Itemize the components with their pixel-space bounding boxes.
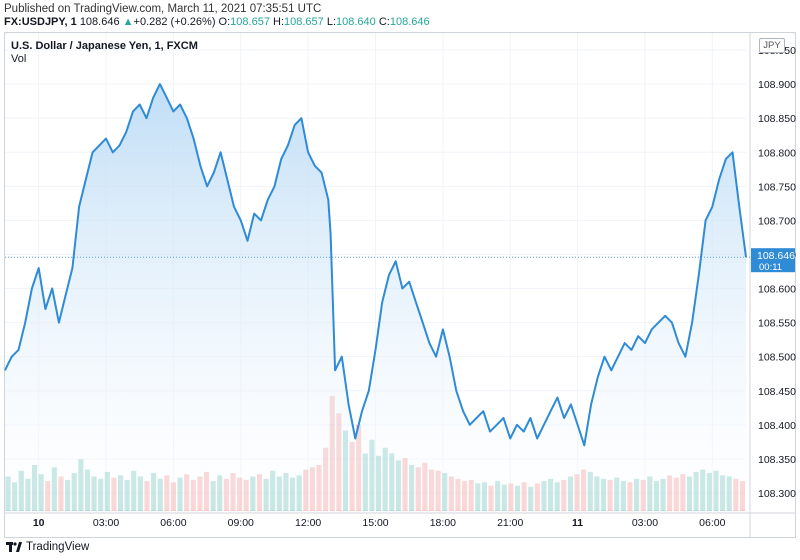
quote-line: FX:USDJPY, 1 108.646 ▲+0.282 (+0.26%) O:… bbox=[4, 16, 430, 28]
y-tick-label: 108.900 bbox=[758, 79, 796, 91]
x-tick-label: 21:00 bbox=[497, 517, 523, 529]
y-tick-label: 108.600 bbox=[758, 284, 796, 296]
y-tick-label: 108.700 bbox=[758, 215, 796, 227]
tradingview-logo-icon bbox=[6, 542, 22, 552]
x-tick-label: 12:00 bbox=[295, 517, 321, 529]
legend-vol: Vol bbox=[11, 53, 27, 65]
change-arrow-icon: ▲ bbox=[122, 16, 134, 28]
high-label: H: bbox=[273, 16, 284, 28]
footer-brand[interactable]: TradingView bbox=[6, 541, 89, 553]
last-price-label: 108.646 bbox=[757, 250, 795, 262]
low-label: L: bbox=[326, 16, 337, 28]
price-line bbox=[4, 83, 747, 447]
footer-brand-label: TradingView bbox=[26, 541, 90, 553]
currency-badge[interactable]: JPY bbox=[759, 38, 785, 53]
x-tick-label: 03:00 bbox=[632, 517, 658, 529]
x-tick-label: 11 bbox=[572, 517, 583, 529]
last-price: 108.646 bbox=[79, 16, 120, 28]
y-tick-label: 108.500 bbox=[758, 352, 796, 364]
published-caption: Published on TradingView.com, March 11, … bbox=[4, 3, 322, 15]
x-tick-label: 09:00 bbox=[228, 517, 254, 529]
y-tick-label: 108.550 bbox=[758, 318, 796, 330]
high-value: 108.657 bbox=[284, 16, 324, 28]
chart-frame[interactable] bbox=[4, 32, 796, 538]
last-price-label-bg bbox=[751, 248, 795, 273]
close-label: C: bbox=[378, 16, 390, 28]
y-tick-label: 108.350 bbox=[758, 454, 796, 466]
x-tick-label: 03:00 bbox=[93, 517, 119, 529]
open-value: 108.657 bbox=[230, 16, 270, 28]
y-tick-label: 108.750 bbox=[758, 181, 796, 193]
countdown-label: 00:11 bbox=[759, 262, 782, 273]
y-tick-label: 108.300 bbox=[758, 488, 796, 500]
x-tick-label: 10 bbox=[33, 517, 45, 529]
x-tick-label: 18:00 bbox=[430, 517, 456, 529]
close-value: 108.646 bbox=[389, 16, 430, 28]
x-tick-label: 06:00 bbox=[699, 517, 725, 529]
x-tick-label: 06:00 bbox=[160, 517, 186, 529]
x-tick-label: 15:00 bbox=[362, 517, 388, 529]
y-tick-label: 108.800 bbox=[758, 147, 796, 159]
change-value: +0.282 (+0.26%) bbox=[133, 16, 216, 28]
y-tick-label: 108.450 bbox=[758, 386, 796, 398]
symbol-label: FX:USDJPY, 1 bbox=[4, 16, 77, 28]
y-tick-label: 108.850 bbox=[758, 113, 796, 125]
legend-title: U.S. Dollar / Japanese Yen, 1, FXCM bbox=[11, 40, 198, 52]
open-label: O: bbox=[218, 16, 231, 28]
low-value: 108.640 bbox=[336, 16, 376, 28]
y-tick-label: 108.400 bbox=[758, 420, 796, 432]
price-area bbox=[5, 84, 746, 510]
